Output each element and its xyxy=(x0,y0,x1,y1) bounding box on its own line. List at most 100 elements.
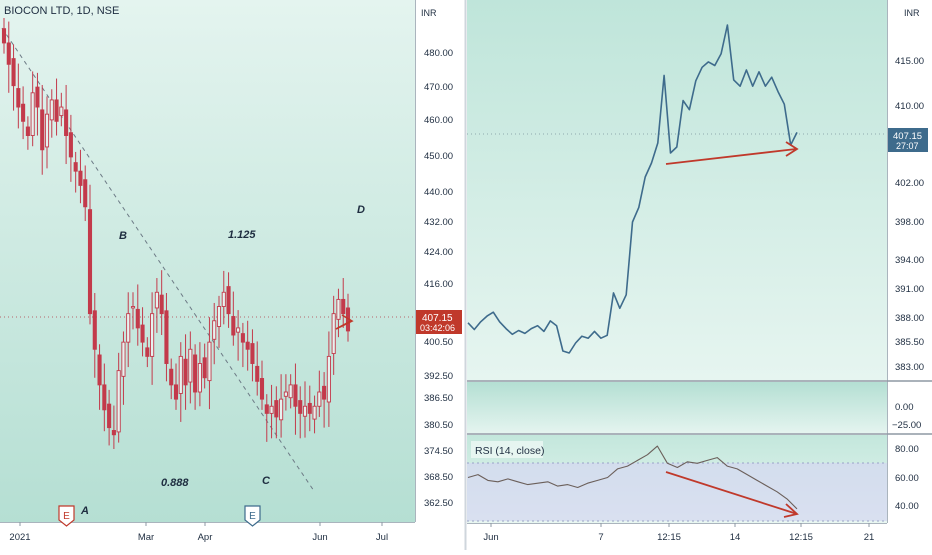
candle xyxy=(283,374,288,411)
candle-body xyxy=(255,365,260,382)
right-y-tick: 383.00 xyxy=(895,362,924,373)
candle-body xyxy=(107,403,112,429)
candle-body xyxy=(322,385,327,400)
right-x-tick: 21 xyxy=(864,532,875,543)
candle xyxy=(226,272,231,328)
right-y-tick: 415.00 xyxy=(895,56,924,67)
candle-body xyxy=(326,355,331,403)
label-ratio-2: 0.888 xyxy=(161,477,189,489)
candle-body xyxy=(25,126,30,136)
candle xyxy=(150,292,155,385)
candle xyxy=(21,86,26,140)
candle xyxy=(1,18,7,54)
label-b: B xyxy=(119,230,127,242)
right-x-tick: 12:15 xyxy=(657,532,681,543)
left-y-tick: 362.50 xyxy=(424,498,453,509)
candle-body xyxy=(197,363,202,393)
right-x-tick: 7 xyxy=(598,532,603,543)
candle-body xyxy=(279,398,284,421)
candle-body xyxy=(97,354,102,386)
left-price-tag-countdown: 03:42:06 xyxy=(420,323,455,333)
label-a: A xyxy=(80,505,89,517)
candle-body xyxy=(164,310,169,364)
candle-body xyxy=(216,306,222,327)
candle xyxy=(193,344,198,410)
candle xyxy=(83,165,88,222)
candle-body xyxy=(245,341,250,350)
candle xyxy=(236,310,241,361)
left-y-tick: 470.00 xyxy=(424,82,453,93)
earnings-badge-1[interactable]: E xyxy=(58,505,75,527)
candle xyxy=(274,386,279,439)
candle-body xyxy=(102,384,107,411)
candle xyxy=(173,363,179,410)
candle-body xyxy=(40,109,45,151)
right-price-tag: 407.15 27:07 xyxy=(888,128,928,152)
left-time-axis-bg xyxy=(0,522,415,550)
candle xyxy=(107,389,112,446)
right-price-tag-countdown: 27:07 xyxy=(896,141,919,151)
candle-body xyxy=(312,405,317,420)
candle-body xyxy=(288,384,293,399)
right-y-tick: 394.00 xyxy=(895,255,924,266)
candle xyxy=(188,331,193,404)
price-divergence-arrow xyxy=(665,141,799,165)
candle xyxy=(111,405,116,450)
candle-body xyxy=(283,391,288,397)
left-y-tick: 432.00 xyxy=(424,217,453,228)
left-y-tick: 480.00 xyxy=(424,48,453,59)
right-mid-panel-bg xyxy=(467,382,887,433)
left-currency: INR xyxy=(421,8,437,18)
candle-body xyxy=(87,209,93,315)
candle xyxy=(130,292,136,330)
candle xyxy=(59,92,64,127)
candle xyxy=(169,358,174,400)
candle xyxy=(54,78,59,136)
candle xyxy=(73,151,78,193)
candle xyxy=(326,331,331,427)
candle xyxy=(250,329,255,382)
candle-body xyxy=(16,88,21,108)
candle-body xyxy=(35,86,40,108)
candle-body xyxy=(83,179,88,208)
earnings-badge-1-letter: E xyxy=(63,511,70,522)
candle xyxy=(212,302,217,365)
candle xyxy=(293,363,298,435)
candle-body xyxy=(173,384,179,400)
candle-body xyxy=(274,400,279,418)
candle xyxy=(44,96,50,169)
candle xyxy=(25,116,30,150)
candle xyxy=(317,370,322,417)
candle-body xyxy=(150,313,155,357)
candle xyxy=(30,71,35,147)
candle xyxy=(216,295,222,348)
candle-body xyxy=(169,368,174,386)
candle xyxy=(288,374,293,409)
rsi-legend[interactable]: RSI (14, close) xyxy=(471,441,544,458)
left-y-tick: 380.50 xyxy=(424,420,453,431)
candle xyxy=(164,292,169,382)
candle-body xyxy=(226,286,231,315)
candle xyxy=(331,295,336,375)
left-x-tick: Apr xyxy=(198,532,213,543)
candle-body xyxy=(68,132,73,158)
candle xyxy=(298,386,303,439)
candle xyxy=(341,278,346,328)
candle xyxy=(126,292,131,368)
candle xyxy=(97,344,102,410)
candle-body xyxy=(145,347,150,357)
candle xyxy=(49,89,54,138)
left-y-tick: 392.50 xyxy=(424,371,453,382)
earnings-badge-2[interactable]: E xyxy=(244,505,261,527)
candle xyxy=(40,84,45,175)
right-y-tick: 391.00 xyxy=(895,284,924,295)
candle xyxy=(245,320,250,371)
candle xyxy=(178,342,183,422)
right-y-tick: 410.00 xyxy=(895,101,924,112)
candle-body xyxy=(116,370,121,433)
left-trendline xyxy=(1,27,315,492)
rsi-axis: 80.00 60.00 40.00 xyxy=(895,444,919,512)
label-c: C xyxy=(262,475,271,487)
